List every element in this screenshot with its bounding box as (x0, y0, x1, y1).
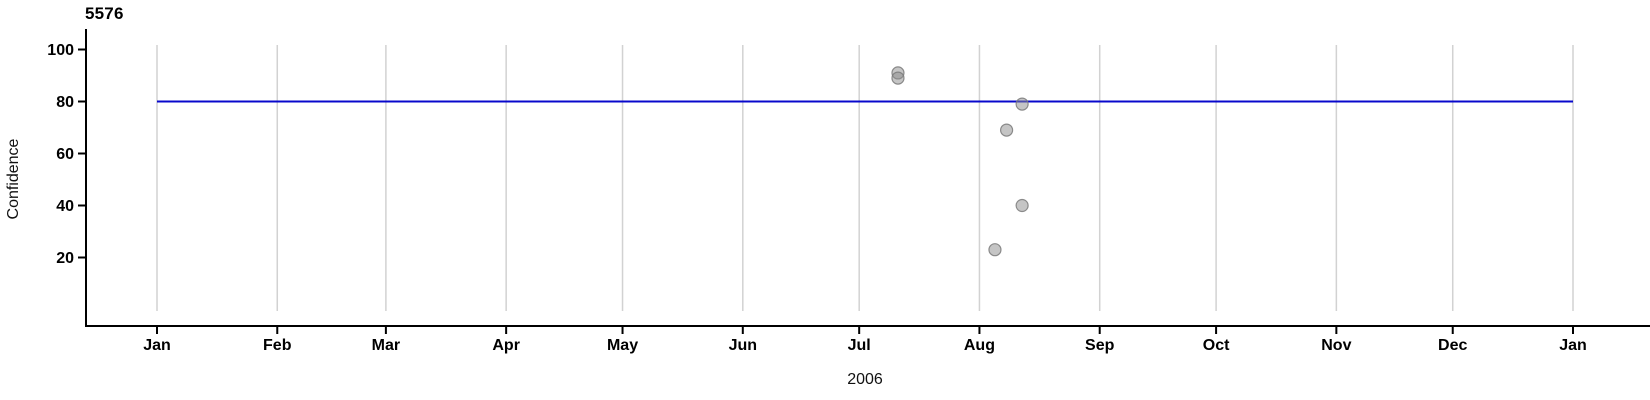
y-tick-label: 80 (56, 94, 74, 111)
data-point (988, 243, 1002, 257)
x-tick-label: Jan (143, 337, 171, 354)
x-tick-label: Feb (263, 337, 292, 354)
y-tick-label: 100 (47, 42, 74, 59)
x-tick-label: Jun (729, 337, 757, 354)
x-tick-label: Oct (1203, 337, 1230, 354)
x-tick-label: Jan (1559, 337, 1587, 354)
x-tick-label: May (607, 337, 638, 354)
x-axis-title: 2006 (847, 371, 883, 388)
x-tick-label: Mar (372, 337, 400, 354)
data-point (1015, 97, 1029, 111)
data-point (891, 71, 905, 85)
y-tick-label: 60 (56, 146, 74, 163)
data-point (1015, 198, 1029, 213)
x-tick-label: Aug (964, 337, 995, 354)
x-tick-label: Nov (1321, 337, 1351, 354)
x-tick-label: Apr (492, 337, 520, 354)
x-tick-label: Jul (848, 337, 871, 354)
data-point (999, 123, 1014, 137)
chart-title: 5576 (85, 4, 124, 23)
x-tick-label: Sep (1085, 337, 1115, 354)
y-tick-label: 20 (56, 250, 74, 267)
y-tick-label: 40 (56, 198, 74, 215)
x-tick-label: Dec (1438, 337, 1467, 354)
